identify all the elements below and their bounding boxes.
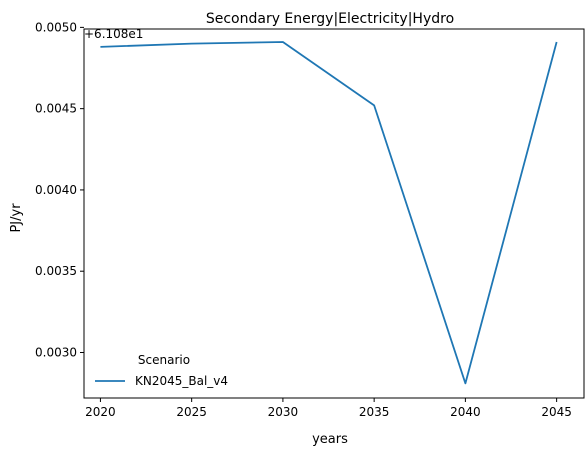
plot-frame: [83, 28, 585, 399]
x-tick-label: 2030: [268, 405, 299, 419]
y-axis-label: PJ/yr: [9, 203, 24, 233]
series-layer: [100, 41, 558, 385]
y-tick-label: 0.0050: [35, 20, 77, 34]
y-axis: 0.0030 0.0035 0.0040 0.0045 0.0050: [35, 20, 84, 359]
legend-entry-label: KN2045_Bal_v4: [135, 374, 228, 388]
y-tick-label: 0.0030: [35, 345, 77, 359]
x-axis-label: years: [312, 432, 348, 447]
series-line: [100, 41, 558, 385]
legend: Scenario KN2045_Bal_v4: [95, 353, 228, 388]
x-tick-label: 2020: [85, 405, 116, 419]
x-axis: 2020 2025 2030 2035 2040 2045: [85, 398, 572, 419]
y-offset-label: +6.108e1: [84, 27, 143, 41]
chart-title: Secondary Energy|Electricity|Hydro: [206, 11, 454, 27]
y-tick-label: 0.0035: [35, 264, 77, 278]
y-tick-label: 0.0045: [35, 102, 77, 116]
plot-area: [83, 28, 585, 399]
x-tick-label: 2040: [450, 405, 481, 419]
y-tick-label: 0.0040: [35, 183, 77, 197]
x-tick-label: 2045: [541, 405, 572, 419]
x-tick-label: 2035: [359, 405, 390, 419]
x-tick-label: 2025: [176, 405, 207, 419]
legend-title: Scenario: [138, 353, 190, 367]
